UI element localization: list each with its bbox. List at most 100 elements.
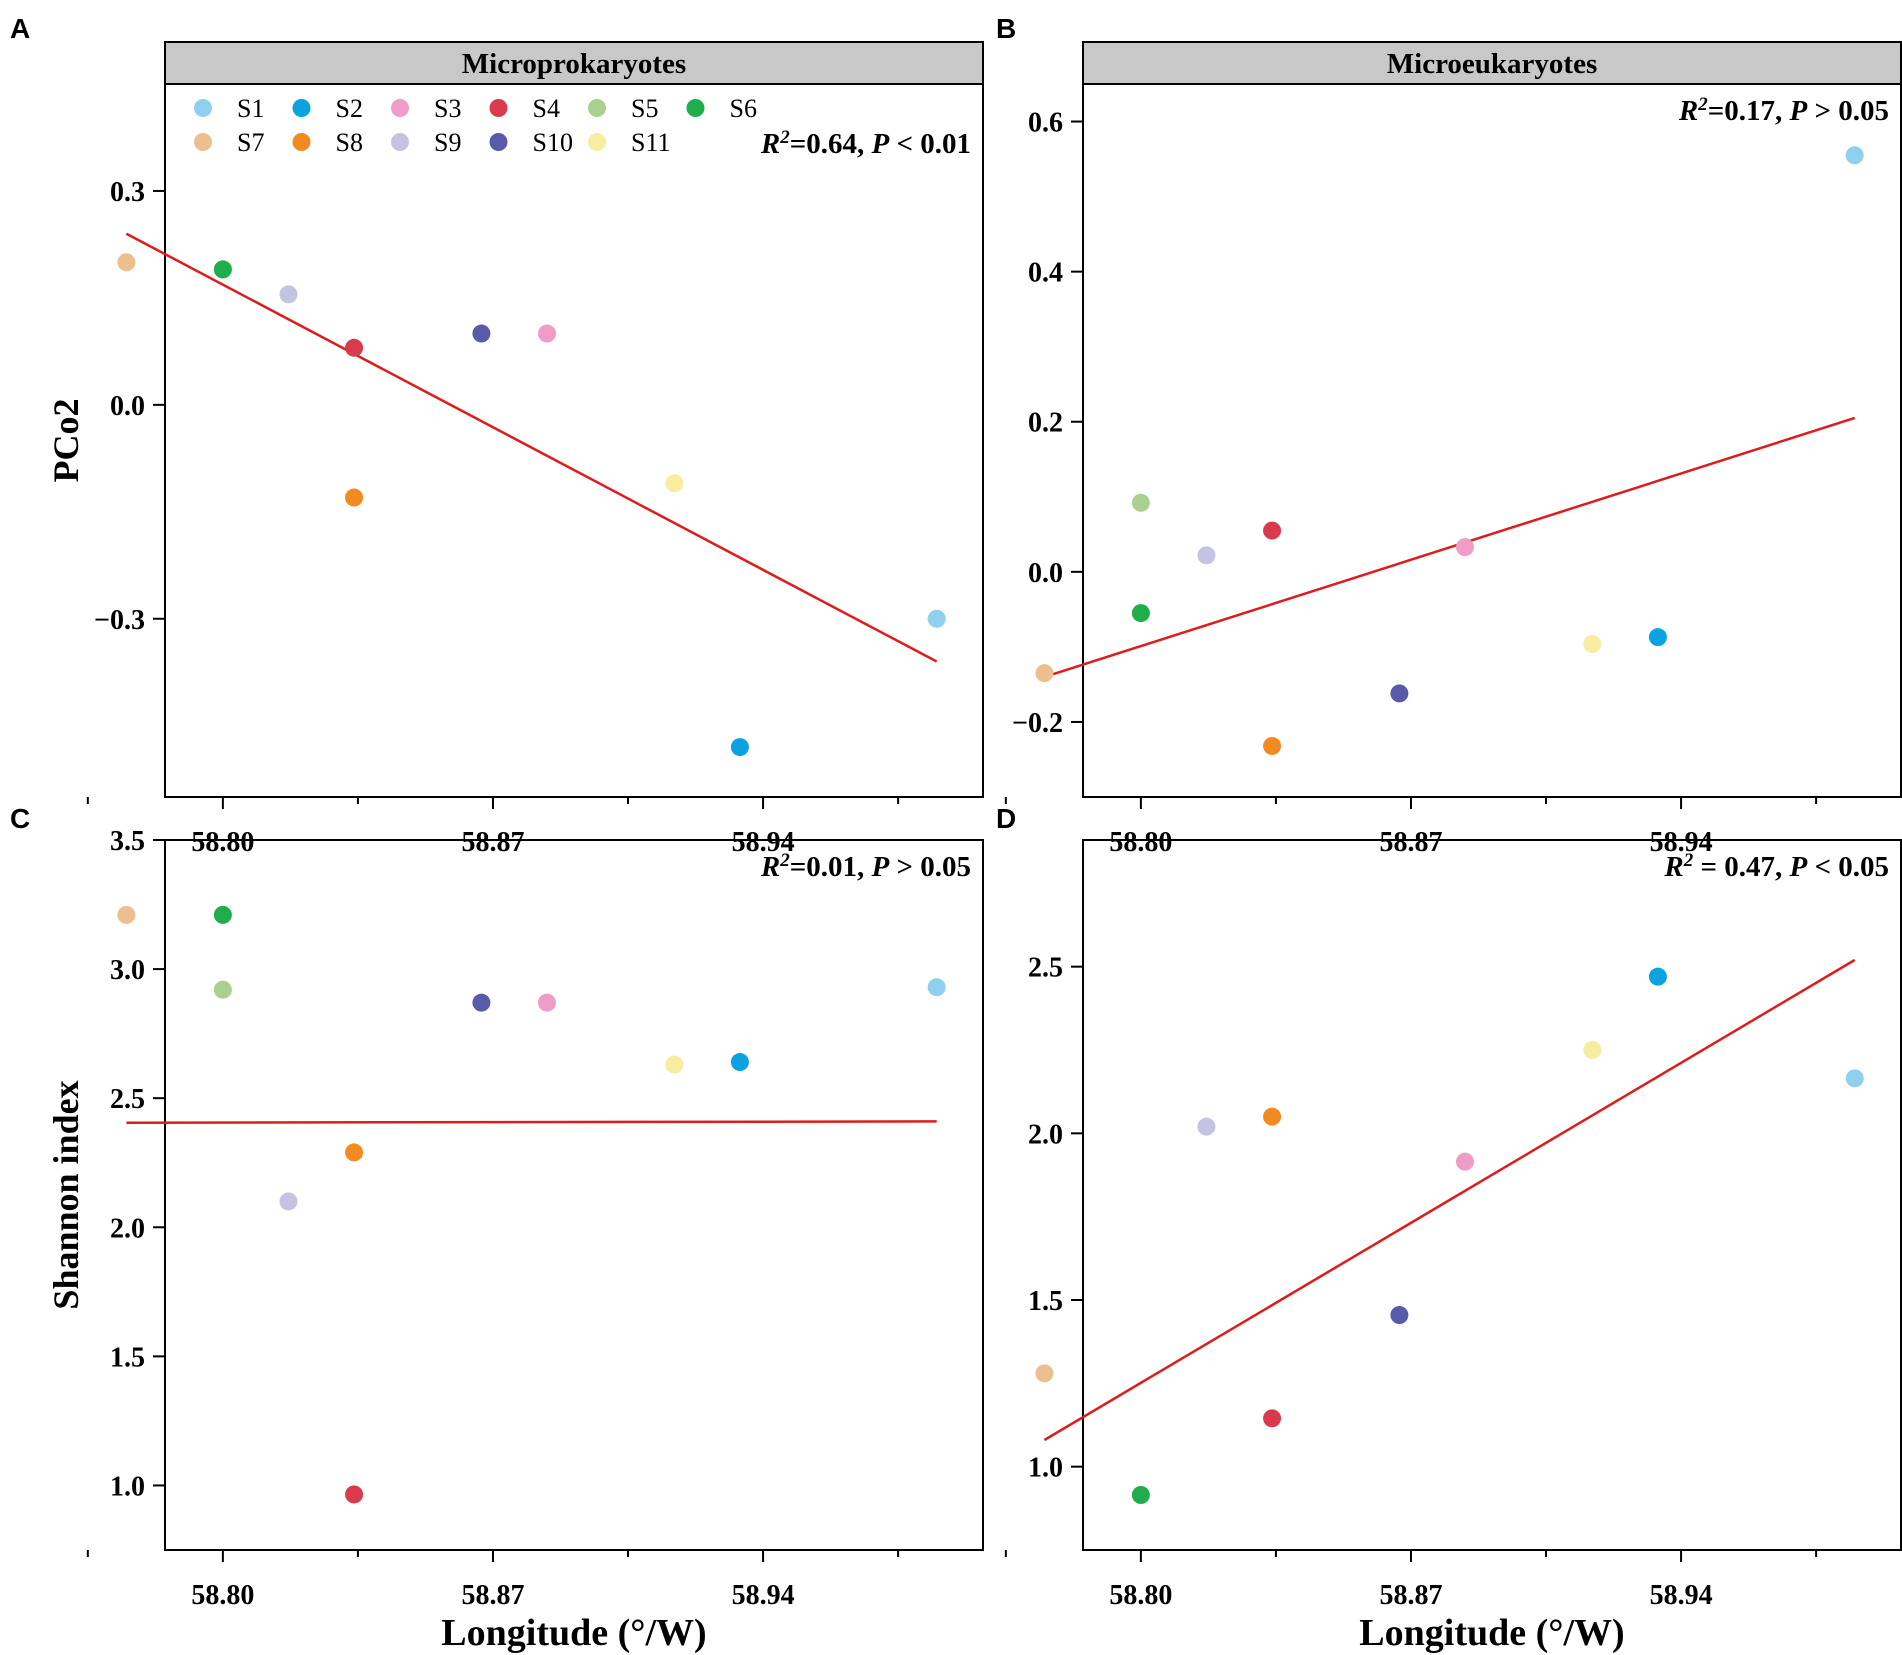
legend-label-s10: S10 bbox=[533, 128, 573, 157]
legend-label-s6: S6 bbox=[730, 94, 757, 123]
x-tick-label: 58.87 bbox=[1379, 1580, 1442, 1611]
point-s4 bbox=[345, 1485, 364, 1504]
stat-label: R2=0.17, P > 0.05 bbox=[1678, 94, 1889, 128]
x-axis-label: Longitude (°/W) bbox=[1359, 1612, 1624, 1654]
point-s8 bbox=[345, 1143, 364, 1162]
legend-label-s7: S7 bbox=[237, 128, 264, 157]
legend-label-s4: S4 bbox=[533, 94, 560, 123]
point-s11 bbox=[1583, 634, 1602, 653]
y-tick-label: 0.0 bbox=[1028, 558, 1063, 589]
y-tick-label: 2.0 bbox=[110, 1213, 145, 1244]
legend-marker-s10 bbox=[489, 133, 508, 151]
stat-label: R2=0.64, P < 0.01 bbox=[760, 127, 971, 161]
panel-letter: B bbox=[996, 13, 1016, 44]
plot-frame bbox=[1082, 839, 1902, 1551]
y-tick-label: 1.0 bbox=[1028, 1453, 1063, 1484]
plot-frame bbox=[1082, 83, 1902, 798]
fit-line bbox=[1044, 416, 1856, 679]
point-s6 bbox=[1131, 1486, 1150, 1504]
point-s9 bbox=[279, 285, 298, 304]
point-s7 bbox=[1035, 664, 1054, 683]
y-tick-label: 1.5 bbox=[110, 1342, 145, 1373]
point-s2 bbox=[1648, 628, 1667, 647]
x-tick-label: 58.80 bbox=[191, 827, 254, 858]
legend-marker-s7 bbox=[194, 133, 212, 151]
legend-marker-s9 bbox=[391, 133, 409, 151]
legend-label-s5: S5 bbox=[631, 94, 658, 123]
y-tick-label: −0.2 bbox=[1012, 708, 1063, 739]
y-tick-label: 0.4 bbox=[1028, 258, 1063, 289]
point-s4 bbox=[1263, 521, 1282, 540]
stat-label: R2 = 0.47, P < 0.05 bbox=[1663, 850, 1889, 884]
point-s6 bbox=[1131, 604, 1150, 623]
point-s5 bbox=[213, 980, 232, 999]
point-s1 bbox=[927, 609, 946, 628]
panel-letter: A bbox=[10, 13, 30, 44]
point-s10 bbox=[472, 993, 491, 1012]
plot-frame bbox=[164, 839, 984, 1551]
point-s11 bbox=[1583, 1041, 1602, 1059]
legend-marker-s3 bbox=[391, 99, 409, 117]
point-s2 bbox=[1648, 967, 1667, 986]
panel-title: Microeukaryotes bbox=[1387, 48, 1597, 80]
y-tick-label: 1.5 bbox=[1028, 1286, 1063, 1317]
point-s6 bbox=[213, 905, 232, 924]
y-axis-label: Shannon index bbox=[46, 1080, 86, 1309]
point-s3 bbox=[1455, 538, 1474, 557]
point-s3 bbox=[537, 324, 556, 343]
point-s10 bbox=[1390, 1306, 1409, 1324]
point-s3 bbox=[537, 993, 556, 1012]
point-s5 bbox=[1131, 493, 1150, 512]
fit-line bbox=[1043, 958, 1856, 1442]
plot-frame bbox=[164, 83, 984, 798]
point-s1 bbox=[927, 978, 946, 997]
y-tick-label: 2.5 bbox=[1028, 953, 1063, 984]
point-s8 bbox=[1263, 736, 1282, 755]
legend-label-s9: S9 bbox=[434, 128, 461, 157]
point-s2 bbox=[730, 1053, 749, 1072]
x-tick-label: 58.80 bbox=[191, 1580, 254, 1611]
y-axis-label: PCo2 bbox=[46, 399, 86, 483]
legend-marker-s11 bbox=[588, 133, 606, 151]
panel-title: Microprokaryotes bbox=[462, 48, 686, 80]
legend-label-s8: S8 bbox=[336, 128, 363, 157]
y-tick-label: 3.5 bbox=[110, 826, 145, 857]
point-s7 bbox=[117, 905, 136, 924]
y-tick-label: 3.0 bbox=[110, 955, 145, 986]
y-tick-label: 0.0 bbox=[110, 391, 145, 422]
point-s2 bbox=[730, 738, 749, 757]
fit-line bbox=[125, 232, 938, 663]
x-tick-label: 58.87 bbox=[461, 827, 524, 858]
y-tick-label: −0.3 bbox=[94, 605, 145, 636]
panel-letter: C bbox=[10, 803, 30, 834]
point-s9 bbox=[1197, 1117, 1216, 1136]
point-s4 bbox=[345, 338, 364, 357]
point-s8 bbox=[345, 488, 364, 507]
legend-label-s11: S11 bbox=[631, 128, 671, 157]
panel-A: A Microprokaryotes 0.3 0.0 −0.3 58.80 58.87 58.… bbox=[10, 13, 984, 858]
point-s3 bbox=[1455, 1152, 1474, 1171]
x-tick-label: 58.87 bbox=[461, 1580, 524, 1611]
point-s11 bbox=[665, 1055, 684, 1074]
point-s7 bbox=[117, 253, 136, 272]
y-tick-label: 0.3 bbox=[110, 177, 145, 208]
legend-label-s3: S3 bbox=[434, 94, 461, 123]
fit-line bbox=[126, 1120, 937, 1124]
panel-B: B Microeukaryotes 0.6 0.4 0.2 0.0 −0.2 58.80 58.… bbox=[996, 13, 1902, 858]
point-s11 bbox=[665, 474, 684, 493]
x-tick-label: 58.80 bbox=[1109, 1580, 1172, 1611]
x-tick-label: 58.94 bbox=[732, 827, 795, 858]
point-s9 bbox=[279, 1192, 298, 1211]
stat-label: R2=0.01, P > 0.05 bbox=[760, 850, 971, 884]
y-tick-label: 2.5 bbox=[110, 1084, 145, 1115]
legend-marker-s2 bbox=[292, 99, 311, 117]
y-tick-label: 0.2 bbox=[1028, 408, 1063, 439]
strip-header bbox=[164, 41, 984, 85]
x-tick-label: 58.87 bbox=[1379, 827, 1442, 858]
x-tick-label: 58.80 bbox=[1109, 827, 1172, 858]
panel-C: C 3.5 3.0 2.5 2.0 1.5 1.0 58.80 58.87 58.94 Shanno… bbox=[10, 803, 984, 1654]
legend-marker-s8 bbox=[292, 133, 311, 151]
y-tick-label: 1.0 bbox=[110, 1471, 145, 1502]
legend-label-s1: S1 bbox=[237, 94, 264, 123]
